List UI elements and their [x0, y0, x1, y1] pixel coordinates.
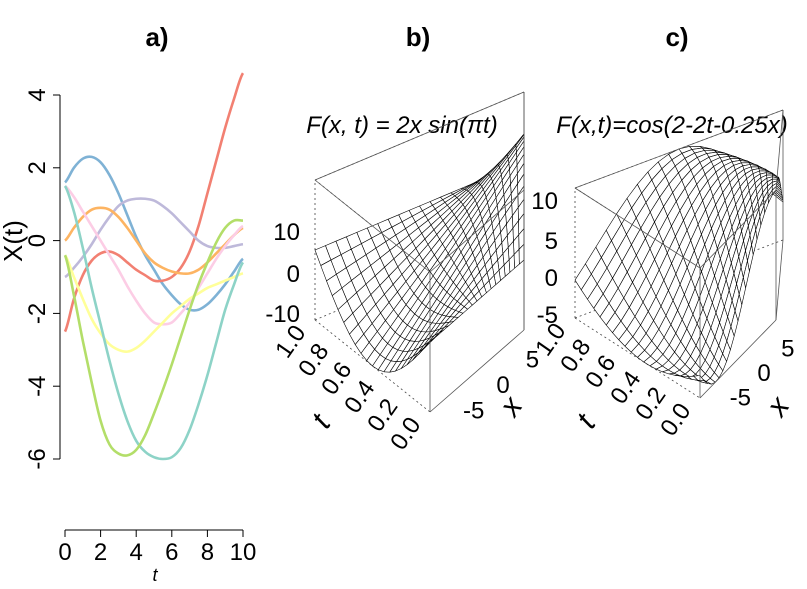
x-axis-label-c: x	[759, 390, 796, 424]
surface-mesh	[574, 146, 784, 385]
x-axis-label: t	[152, 565, 158, 585]
x-tick-label: -5	[730, 384, 751, 411]
x-tick-label: 6	[165, 539, 178, 566]
box-edge	[314, 91, 525, 181]
z-tick-label: 10	[273, 219, 300, 246]
box-edge	[429, 329, 525, 413]
series-lines	[63, 72, 245, 461]
mesh-cell	[423, 337, 436, 349]
panel-label-a: a)	[145, 22, 168, 52]
x-axis: 0 2 4 6 8 10	[58, 529, 257, 566]
box-front	[314, 91, 525, 413]
box-edge	[574, 187, 701, 269]
box-edge	[775, 239, 784, 321]
y-axis-label: X(t)	[0, 220, 28, 262]
series-line-orange	[64, 206, 244, 276]
panel-label-c: c)	[665, 22, 688, 52]
box-front	[574, 109, 784, 399]
y-tick-label: -2	[24, 303, 51, 324]
series-line-green	[63, 218, 244, 457]
z-tick-label: 0	[287, 261, 300, 288]
y-tick-label: 2	[24, 161, 51, 174]
series-line-yellow	[63, 254, 244, 353]
x-tick-label: 5	[781, 336, 794, 363]
x-tick-label: 5	[526, 346, 539, 373]
x-tick-label: 0	[496, 372, 509, 399]
box-edge	[429, 189, 525, 273]
x-tick-label: 0	[58, 539, 71, 566]
y-tick-label: 4	[24, 88, 51, 101]
line-chart-a: 420-2-4-6 0 2 4 6 8 10 X(t) t	[0, 72, 257, 585]
z-tick-label: 0	[545, 265, 558, 292]
surface-plot-b: 100-100.00.20.40.60.81.0-505 t x	[265, 91, 539, 455]
y-tick-label: 0	[24, 234, 51, 247]
x-tick-label: 0	[757, 360, 770, 387]
x-tick-label: 10	[230, 539, 257, 566]
x-tick-label: -5	[463, 398, 484, 425]
box-edge	[314, 179, 431, 273]
equation-b: F(x, t) = 2x sin(πt)	[306, 112, 497, 139]
z-tick-label: -5	[537, 302, 558, 329]
series-line-teal	[63, 185, 245, 461]
t-axis-label: t	[305, 407, 338, 434]
x-axis-label-b: x	[492, 390, 529, 424]
axis-ticks: 100-100.00.20.40.60.81.0-505	[265, 219, 539, 455]
mesh-cell	[693, 375, 705, 381]
series-line-pink	[64, 184, 244, 326]
box-edge	[699, 189, 777, 269]
y-axis: 4 2 0 -2 -4 -6	[24, 88, 61, 470]
series-line-red	[63, 72, 245, 333]
y-tick-label: -4	[24, 376, 51, 397]
equation-c: F(x,t)=cos(2-2t-0.25x)	[556, 112, 787, 139]
z-tick-label: 10	[531, 188, 558, 215]
x-tick-label: 4	[130, 539, 143, 566]
y-tick-label: -6	[24, 448, 51, 469]
z-tick-label: -10	[265, 301, 300, 328]
box-edge	[775, 109, 784, 191]
x-tick-label: 8	[201, 539, 214, 566]
box-edge	[574, 109, 784, 189]
x-tick-label: 2	[94, 539, 107, 566]
surface-mesh	[314, 133, 525, 373]
panel-label-b: b)	[406, 22, 431, 52]
z-tick-label: 5	[545, 228, 558, 255]
series-line-blue	[64, 155, 244, 312]
t-axis-label: t	[570, 407, 603, 434]
box-edge	[699, 319, 777, 399]
